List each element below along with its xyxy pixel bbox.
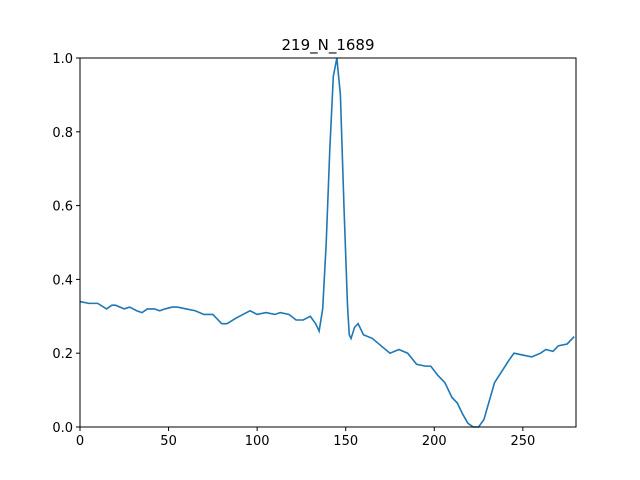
x-tick-label: 150 (333, 434, 358, 449)
x-tick-label: 0 (76, 434, 84, 449)
line (79, 57, 575, 428)
x-tick-label: 250 (510, 434, 535, 449)
y-tick-label: 0.4 (52, 273, 73, 288)
x-tick-label: 100 (245, 434, 270, 449)
y-tick-label: 0.8 (52, 126, 73, 141)
x-tick-label: 200 (422, 434, 447, 449)
y-tick-label: 0.0 (52, 421, 73, 436)
axes-frame (79, 57, 577, 428)
y-tick-label: 0.2 (52, 347, 73, 362)
y-tick-label: 0.6 (52, 200, 73, 215)
chart-title: 219_N_1689 (281, 36, 374, 55)
x-tick-label: 50 (160, 434, 177, 449)
y-tick-label: 1.0 (52, 52, 73, 67)
